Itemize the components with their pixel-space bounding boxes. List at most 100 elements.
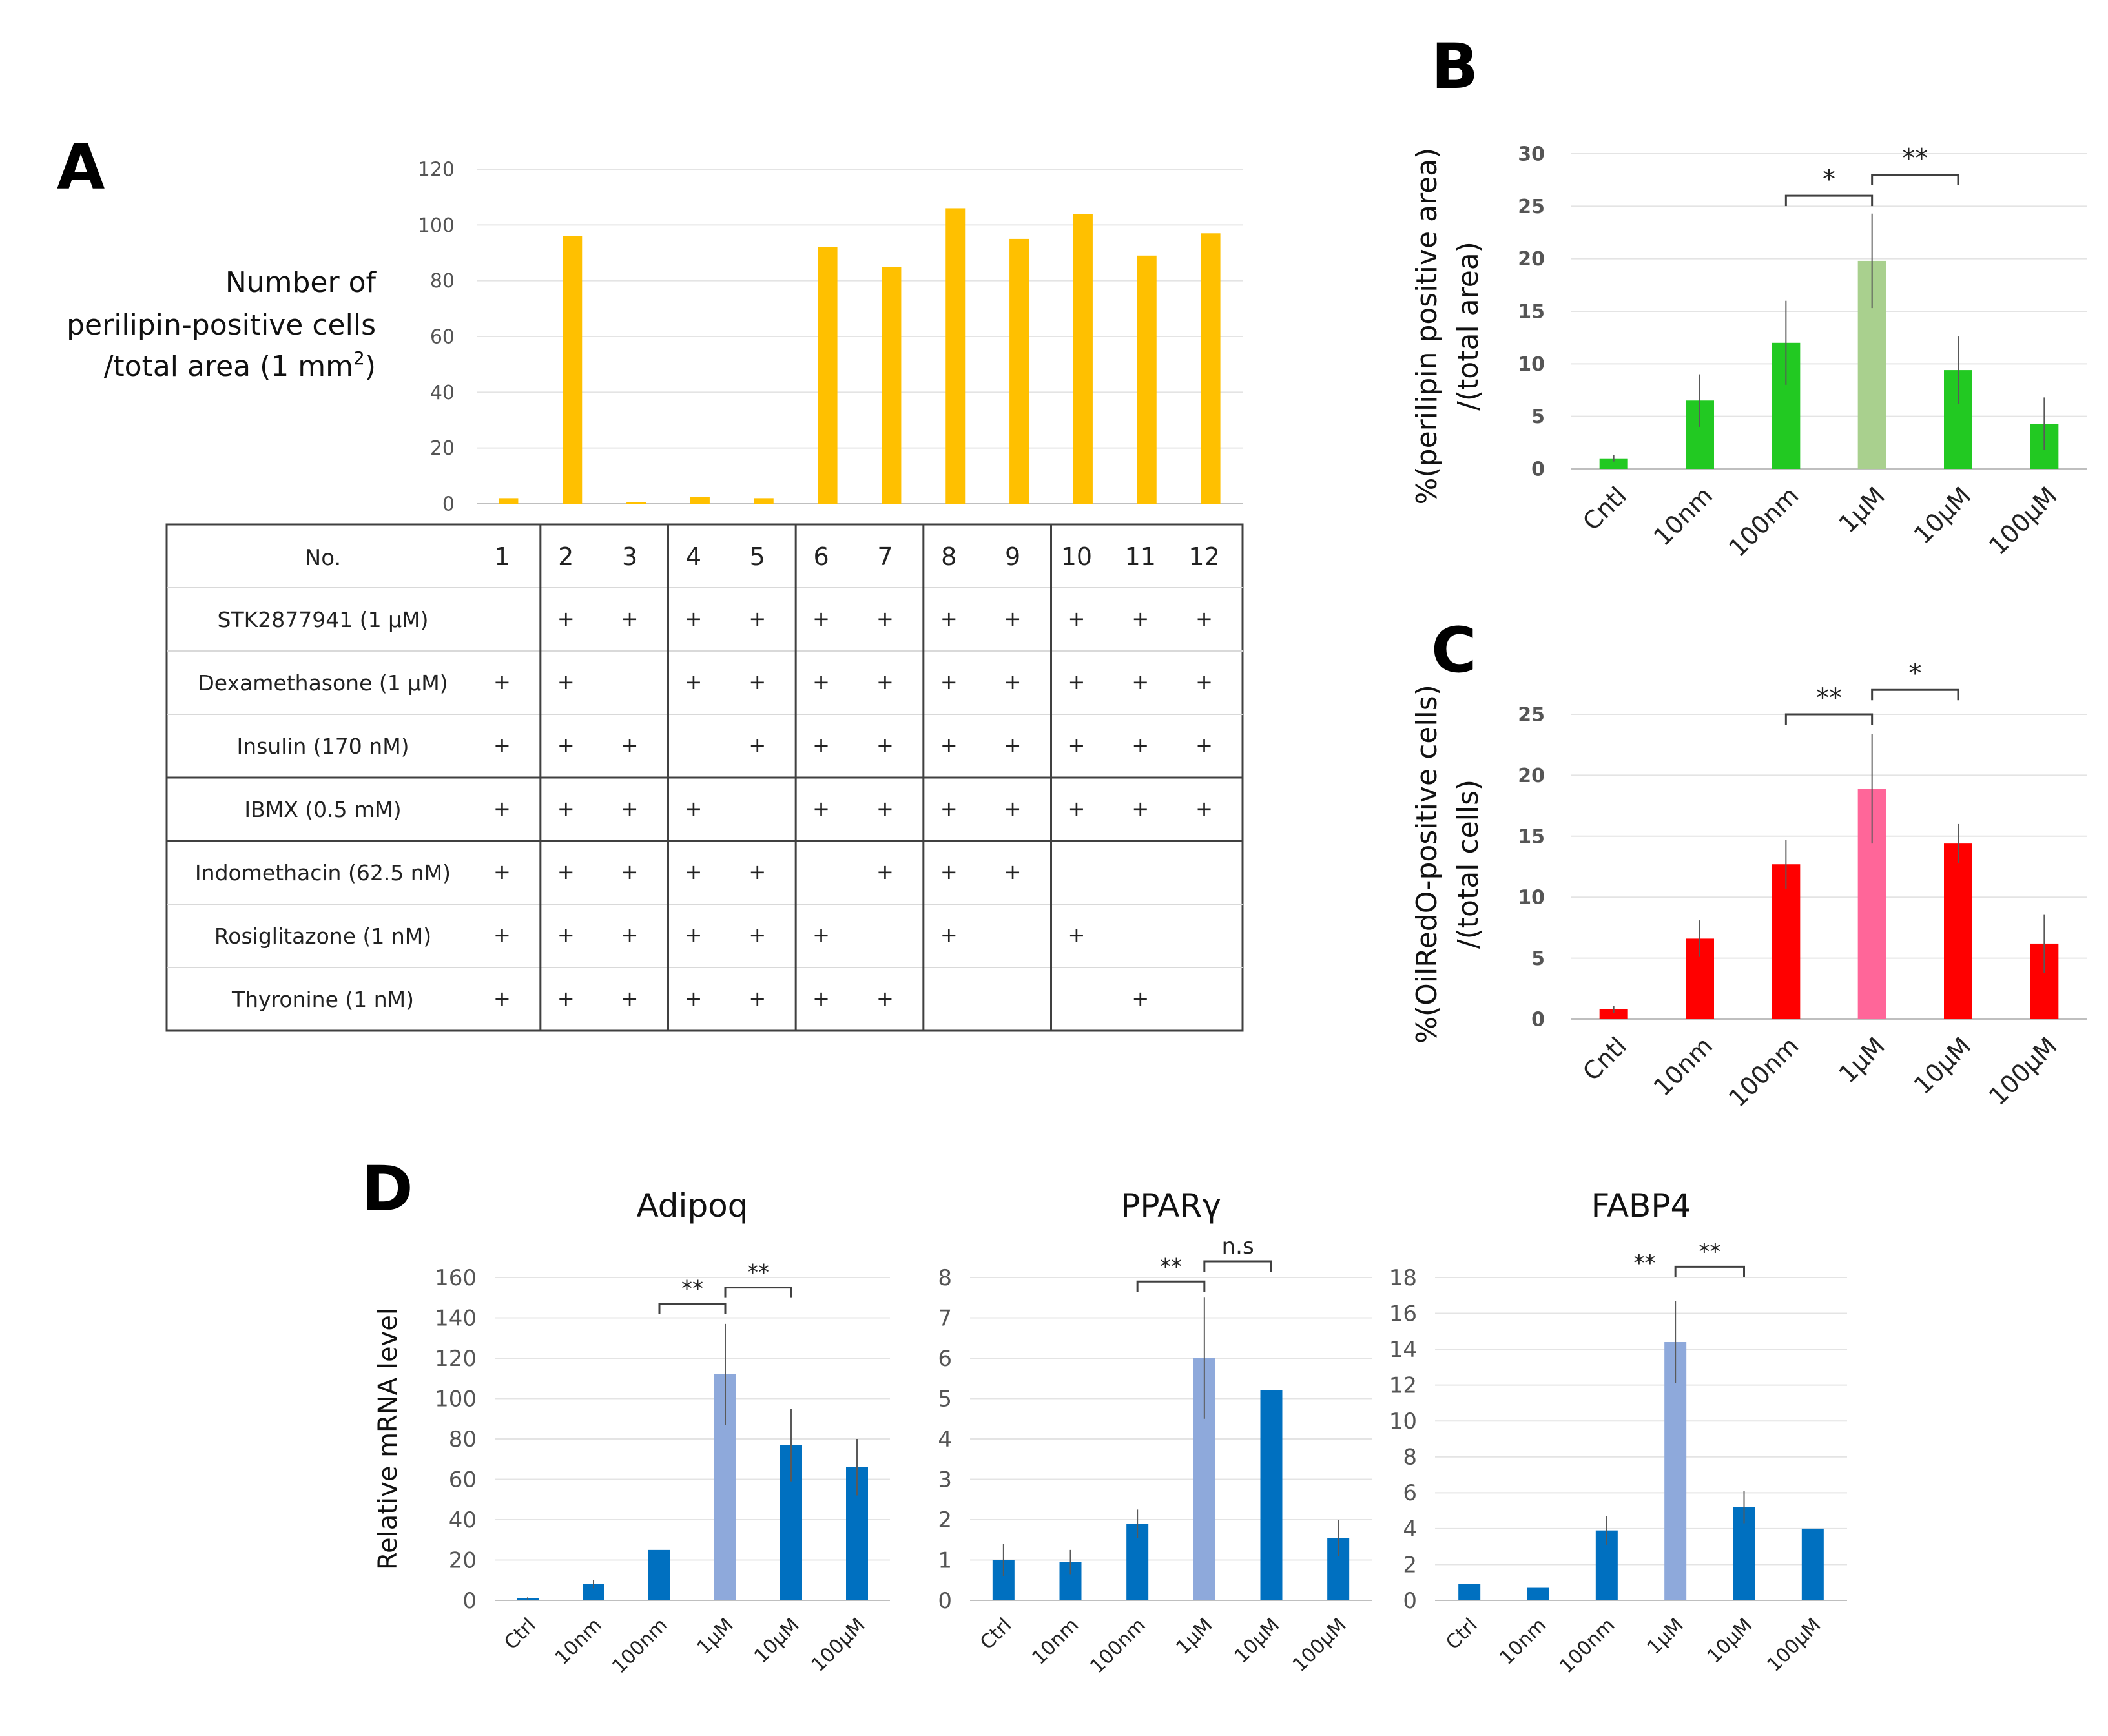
y-tick-label: 0 (1531, 1009, 1545, 1031)
bar (499, 498, 519, 504)
table-mark: + (876, 796, 894, 821)
table-mark: + (1004, 670, 1022, 694)
table-mark: + (1068, 733, 1086, 758)
x-tick-label: 10nm (1648, 481, 1719, 552)
bar (1772, 864, 1801, 1019)
y-tick-label: 80 (449, 1427, 477, 1452)
chart-title: PPARγ (1121, 1187, 1221, 1224)
bar (563, 236, 583, 504)
table-mark: + (685, 923, 703, 947)
table-mark: + (557, 923, 575, 947)
y-tick-label: 3 (938, 1467, 952, 1493)
x-tick-label: 1μM (1172, 1614, 1217, 1659)
y-tick-label: 4 (938, 1427, 952, 1452)
table-row-label: Rosiglitazone (1 nM) (214, 924, 431, 949)
y-tick-label: 30 (1518, 143, 1545, 166)
x-tick-label: 10μM (1908, 1031, 1977, 1100)
table-mark: + (685, 670, 703, 694)
bar (1073, 214, 1093, 504)
panel-label-c: C (1431, 614, 1476, 687)
table-mark: + (493, 733, 511, 758)
table-mark: + (621, 606, 639, 631)
table-column-number: 4 (686, 542, 701, 571)
bar (882, 267, 902, 504)
table-mark: + (1068, 670, 1086, 694)
significance-bracket (1674, 1265, 1745, 1277)
y-tick-label: 60 (430, 326, 455, 349)
chart-fabp4: 0 2 4 6 8 10 12 14 16 18 Ctrl 10nm 100nm 1μM 10μM 100μM… (1389, 1187, 1847, 1678)
x-tick-label: 1μM (1834, 481, 1890, 538)
significance-label: ** (681, 1276, 703, 1302)
table-mark: + (812, 670, 830, 694)
x-tick-label: 10nm (1648, 1031, 1719, 1102)
y-tick-label: 80 (430, 270, 455, 293)
y-tick-label: 5 (1531, 406, 1545, 428)
table-mark: + (1004, 606, 1022, 631)
table-row-label: Dexamethasone (1 µM) (198, 670, 448, 696)
table-mark: + (1132, 986, 1149, 1011)
significance-bracket (1871, 688, 1959, 701)
y-tick-label: 160 (435, 1265, 477, 1291)
table-mark: + (685, 986, 703, 1011)
significance-label: * (1908, 659, 1921, 688)
significance-bracket (1784, 194, 1874, 207)
table-mark: + (749, 986, 766, 1011)
x-tick-label: Ctrl (500, 1614, 541, 1655)
x-tick-label: 100nm (1086, 1614, 1150, 1678)
table-mark: + (749, 606, 766, 631)
y-tick-label: 4 (1403, 1516, 1417, 1542)
y-axis-label: Number of (225, 266, 377, 299)
significance-bracket (1136, 1280, 1206, 1292)
significance-label: ** (747, 1260, 769, 1286)
table-mark: + (812, 733, 830, 758)
y-tick-label: 25 (1518, 196, 1545, 218)
table-mark: + (1068, 796, 1086, 821)
bar (754, 498, 774, 504)
y-axis-label: Relative mRNA level (373, 1308, 403, 1570)
y-tick-label: 16 (1389, 1301, 1417, 1327)
y-tick-label: 2 (938, 1507, 952, 1533)
x-tick-label: Ctrl (1442, 1614, 1482, 1655)
table-mark: + (940, 796, 958, 821)
table-mark: + (1004, 733, 1022, 758)
bar (1801, 1528, 1824, 1600)
y-tick-label: 0 (1531, 459, 1545, 481)
x-tick-label: Cntl (1577, 481, 1632, 536)
y-tick-label: 18 (1389, 1265, 1417, 1291)
table-column-number: 12 (1188, 542, 1219, 571)
table-mark: + (493, 670, 511, 694)
y-axis-label: %(OilRedO-positive cells) (1410, 685, 1443, 1044)
table-mark: + (685, 796, 703, 821)
x-tick-label: 100μM (1288, 1614, 1351, 1677)
x-tick-label: 1μM (1834, 1031, 1890, 1088)
table-mark: + (749, 860, 766, 884)
y-tick-label: 10 (1518, 353, 1545, 376)
y-tick-label: 5 (1531, 947, 1545, 970)
x-tick-label: 100nm (1723, 481, 1804, 563)
bar (1599, 458, 1628, 469)
y-tick-label: 8 (1403, 1445, 1417, 1471)
table-mark: + (621, 733, 639, 758)
bar (1599, 1009, 1628, 1019)
table-mark: + (685, 606, 703, 631)
significance-label: n.s (1222, 1234, 1254, 1259)
significance-label: ** (1633, 1250, 1655, 1276)
table-mark: + (1195, 670, 1213, 694)
x-tick-label: 10nm (551, 1614, 606, 1669)
bar (1458, 1584, 1481, 1600)
bar (1527, 1587, 1549, 1600)
table-mark: + (1132, 796, 1149, 821)
table-mark: + (812, 923, 830, 947)
y-tick-label: 15 (1518, 825, 1545, 848)
y-axis-label: /(total cells) (1452, 780, 1485, 949)
y-axis-label: /total area (1 mm2) (104, 347, 376, 383)
x-tick-label: 100μM (807, 1614, 870, 1677)
x-tick-label: 100nm (1555, 1614, 1619, 1678)
bar (626, 502, 646, 504)
table-mark: + (1132, 606, 1149, 631)
y-tick-label: 100 (418, 214, 455, 237)
y-tick-label: 140 (435, 1305, 477, 1331)
